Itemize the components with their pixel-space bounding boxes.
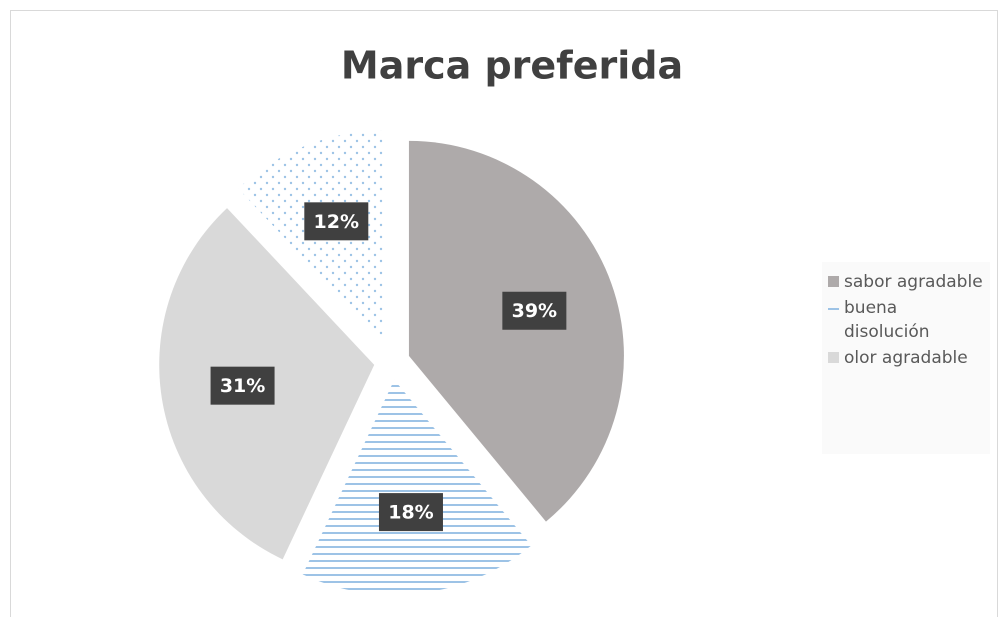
legend: sabor agradable buena disolución olor agra… [822,262,990,454]
legend-item: sabor agradable [828,270,984,294]
legend-label: buena disolución [844,298,930,342]
chart-title: Marca preferida [341,44,683,88]
legend-item: buena disolución [828,296,984,344]
pie-slice [302,379,532,595]
legend-swatch [828,308,839,310]
data-label-box [378,493,443,532]
data-label: 12% [314,211,359,233]
legend-swatch [828,352,839,363]
legend-swatch [828,276,839,287]
legend-label: sabor agradable [844,272,983,292]
pie-slice [408,140,624,522]
data-label-box [502,291,567,330]
data-label-box [210,366,275,405]
data-label: 39% [512,300,557,322]
data-label: 18% [388,502,433,524]
legend-item: olor agradable [828,346,984,370]
data-label: 31% [220,375,265,397]
data-label-box [304,202,369,241]
legend-label: olor agradable [844,348,968,368]
